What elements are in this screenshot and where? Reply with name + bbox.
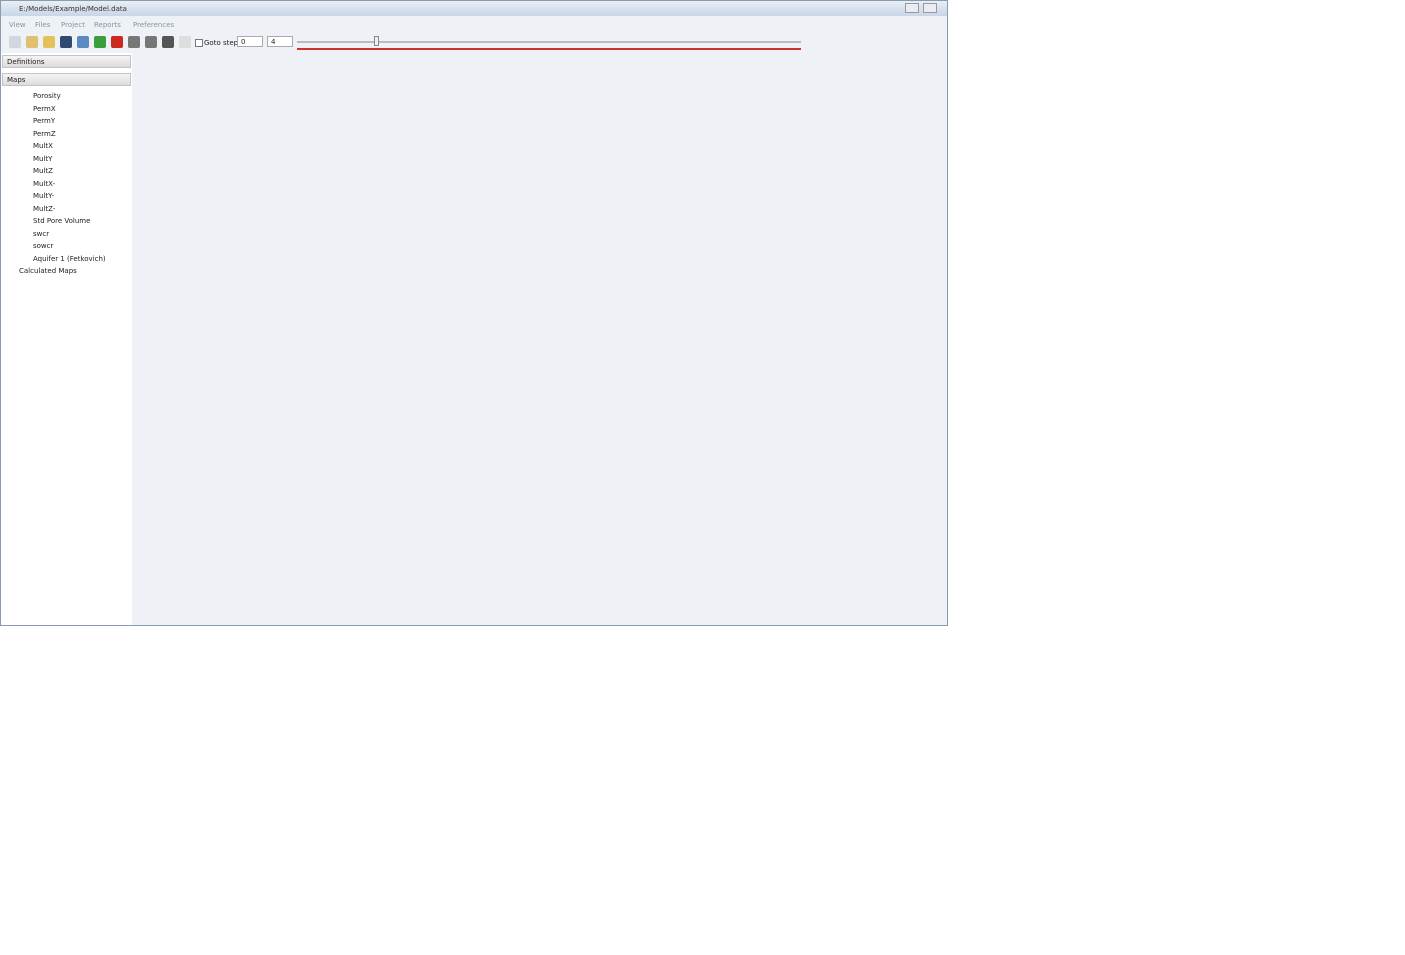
tree-item[interactable]: Std Pore Volume	[33, 217, 91, 225]
tree-item[interactable]: sowcr	[33, 242, 54, 250]
tree-group[interactable]: Calculated Maps	[19, 267, 77, 275]
step-slider-thumb[interactable]	[374, 36, 379, 46]
tree-item[interactable]: MultX	[33, 142, 53, 150]
tree-item[interactable]: Porosity	[33, 92, 61, 100]
tree-item[interactable]: MultZ-	[33, 204, 56, 213]
toolbar-button[interactable]	[60, 36, 72, 48]
title-bar	[1, 1, 947, 16]
menu-item[interactable]: View	[9, 21, 26, 29]
goto-label: Goto step:	[204, 39, 241, 47]
tree-item[interactable]: Aquifer 1 (Fetkovich)	[33, 254, 106, 263]
tree-item[interactable]: MultX-	[33, 179, 56, 188]
tree-item[interactable]: PermZ	[33, 129, 56, 138]
sidebar-header[interactable]: Definitions	[2, 55, 131, 68]
toolbar-button[interactable]	[128, 36, 140, 48]
tree-item[interactable]: MultZ	[33, 167, 53, 175]
tree-item[interactable]: MultY	[33, 154, 53, 163]
sidebar-header-label: Definitions	[7, 58, 45, 66]
tree-item[interactable]: swcr	[33, 229, 50, 238]
tree-item[interactable]: MultY-	[33, 192, 55, 200]
goto-to-box[interactable]	[267, 36, 293, 47]
goto-to: 4	[271, 38, 276, 46]
toolbar-button[interactable]	[77, 36, 89, 48]
step-slider-progress	[297, 48, 801, 50]
goto-from-box[interactable]	[237, 36, 263, 47]
toolbar-button[interactable]	[145, 36, 157, 48]
menu-item[interactable]: Project	[61, 21, 85, 29]
toolbar-button[interactable]	[43, 36, 55, 48]
tree-toggle	[9, 268, 15, 274]
toolbar-button[interactable]	[179, 36, 191, 48]
sidebar-header[interactable]: Maps	[2, 73, 131, 86]
menu-item[interactable]: Reports	[94, 21, 121, 29]
menu-item[interactable]: Files	[35, 21, 51, 29]
goto-checkbox	[195, 39, 203, 47]
tree-item[interactable]: PermY	[33, 117, 56, 125]
window-button	[905, 3, 919, 13]
sidebar	[1, 53, 132, 625]
toolbar-button[interactable]	[111, 36, 123, 48]
main-window: E:/Models/Example/Model.data View Files Pro…	[0, 0, 948, 626]
toolbar-button[interactable]	[26, 36, 38, 48]
tree-item[interactable]: PermX	[33, 104, 56, 113]
window-title: E:/Models/Example/Model.data	[19, 5, 127, 13]
toolbar-button[interactable]	[9, 36, 21, 48]
toolbar-button[interactable]	[162, 36, 174, 48]
sidebar-header-label: Maps	[7, 76, 26, 84]
menu-item[interactable]: Preferences	[133, 21, 175, 29]
window-button	[923, 3, 937, 13]
step-slider-track	[297, 41, 801, 43]
toolbar-button[interactable]	[94, 36, 106, 48]
goto-from: 0	[241, 38, 246, 46]
